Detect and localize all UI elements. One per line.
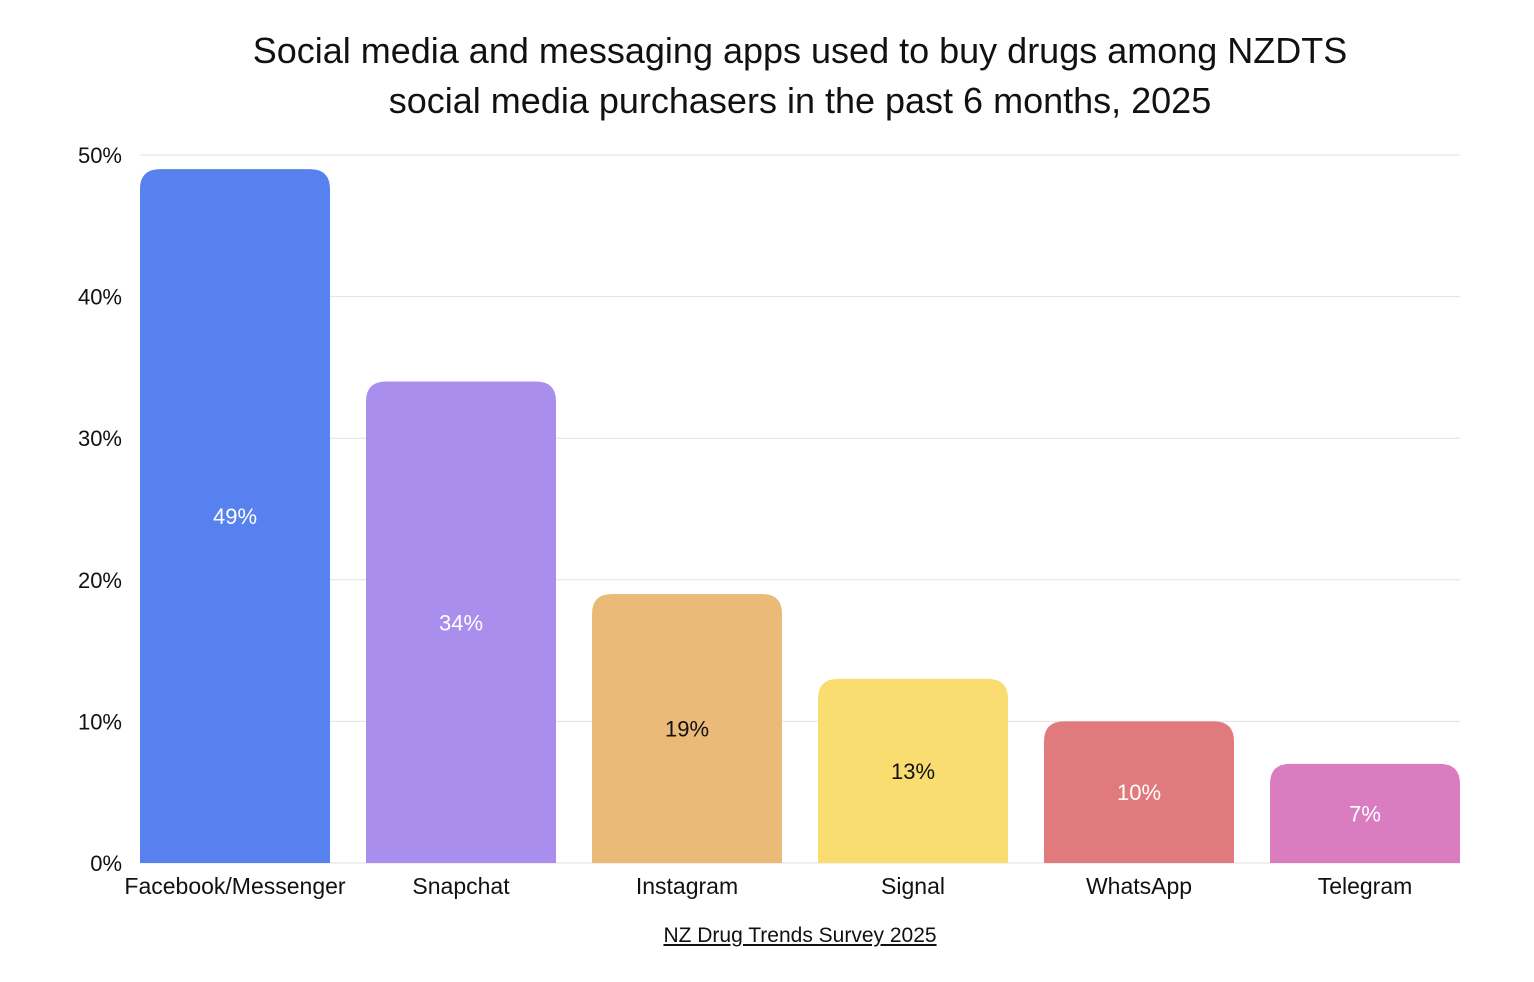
bar-signal: [818, 678, 1008, 863]
chart-title-line-1: Social media and messaging apps used to …: [252, 30, 1348, 71]
y-tick-label: 40%: [78, 285, 122, 310]
bar-instagram: [592, 593, 782, 863]
y-tick-label: 0%: [90, 851, 122, 876]
data-label: 19%: [665, 716, 709, 741]
y-tick-label: 30%: [78, 426, 122, 451]
bar-whatsapp: [1044, 721, 1234, 863]
y-tick-label: 10%: [78, 709, 122, 734]
data-label: 7%: [1349, 801, 1381, 826]
chart-title-line-2: social media purchasers in the past 6 mo…: [388, 80, 1212, 121]
x-tick-label: Telegram: [1318, 873, 1413, 899]
y-tick-label: 50%: [78, 143, 122, 168]
bar-snapchat: [366, 381, 556, 863]
chart-title: Social media and messaging apps used to …: [100, 26, 1500, 126]
bar-facebook-messenger: [140, 169, 330, 863]
data-label: 49%: [213, 504, 257, 529]
x-tick-label: Signal: [881, 873, 945, 899]
x-tick-label: Instagram: [636, 873, 738, 899]
x-tick-label: WhatsApp: [1086, 873, 1192, 899]
x-tick-label: Facebook/Messenger: [124, 873, 346, 899]
data-label: 10%: [1117, 780, 1161, 805]
x-tick-label: Snapchat: [412, 873, 510, 899]
bar-telegram: [1270, 763, 1460, 863]
data-label: 34%: [439, 610, 483, 635]
data-label: 13%: [891, 759, 935, 784]
source-link[interactable]: NZ Drug Trends Survey 2025: [663, 924, 937, 947]
y-tick-label: 20%: [78, 568, 122, 593]
